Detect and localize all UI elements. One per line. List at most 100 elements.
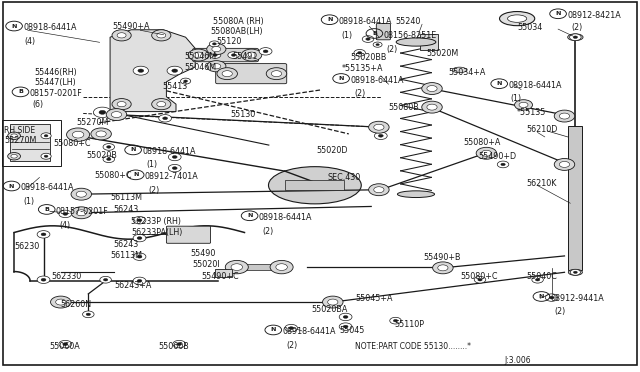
Text: 08918-6441A: 08918-6441A bbox=[350, 76, 404, 85]
Circle shape bbox=[536, 279, 540, 281]
Circle shape bbox=[59, 340, 72, 348]
Text: 56210D: 56210D bbox=[526, 125, 557, 134]
Text: (4): (4) bbox=[59, 221, 70, 230]
Text: 55060A: 55060A bbox=[49, 342, 80, 351]
Circle shape bbox=[137, 219, 142, 222]
Text: (1): (1) bbox=[511, 94, 522, 103]
Circle shape bbox=[37, 276, 50, 283]
Text: 08918-6441A: 08918-6441A bbox=[20, 183, 74, 192]
Circle shape bbox=[168, 164, 181, 172]
Circle shape bbox=[167, 66, 182, 75]
Text: 55034: 55034 bbox=[517, 23, 542, 32]
Circle shape bbox=[103, 144, 115, 150]
Text: 55080+C: 55080+C bbox=[461, 272, 499, 280]
Circle shape bbox=[241, 49, 262, 61]
Text: N: N bbox=[131, 147, 136, 153]
Text: 55034+A: 55034+A bbox=[448, 68, 485, 77]
Text: 55080+A: 55080+A bbox=[463, 138, 500, 147]
Circle shape bbox=[112, 30, 131, 41]
Circle shape bbox=[152, 30, 171, 41]
Text: N: N bbox=[133, 172, 138, 177]
Circle shape bbox=[225, 260, 248, 274]
Text: 08918-6441A: 08918-6441A bbox=[259, 213, 312, 222]
Text: SEC.430: SEC.430 bbox=[328, 173, 361, 182]
Circle shape bbox=[228, 52, 239, 58]
Circle shape bbox=[481, 150, 492, 156]
Text: 08918-6441A: 08918-6441A bbox=[508, 81, 562, 90]
Text: 08918-6441A: 08918-6441A bbox=[339, 17, 392, 26]
Circle shape bbox=[44, 135, 48, 137]
Circle shape bbox=[157, 102, 166, 107]
Circle shape bbox=[37, 231, 50, 238]
Text: N: N bbox=[247, 213, 252, 218]
Circle shape bbox=[270, 260, 293, 274]
Text: 55020BA: 55020BA bbox=[312, 305, 348, 314]
Text: 562330: 562330 bbox=[51, 272, 81, 280]
Text: 55045+A: 55045+A bbox=[356, 294, 394, 303]
Circle shape bbox=[59, 210, 72, 218]
Circle shape bbox=[180, 78, 191, 84]
Text: 55020I: 55020I bbox=[192, 260, 220, 269]
Circle shape bbox=[133, 253, 146, 260]
Circle shape bbox=[173, 340, 186, 348]
Circle shape bbox=[554, 158, 575, 170]
Text: 55060B: 55060B bbox=[158, 342, 189, 351]
Ellipse shape bbox=[568, 34, 583, 41]
Circle shape bbox=[519, 102, 528, 108]
Text: 55020B: 55020B bbox=[86, 151, 117, 160]
Text: (1): (1) bbox=[341, 31, 352, 40]
Circle shape bbox=[549, 296, 554, 299]
Text: 56210K: 56210K bbox=[526, 179, 556, 187]
FancyBboxPatch shape bbox=[376, 23, 390, 40]
Text: 55046M: 55046M bbox=[184, 63, 216, 72]
Text: 55270M: 55270M bbox=[4, 136, 37, 145]
Circle shape bbox=[117, 102, 126, 107]
FancyBboxPatch shape bbox=[193, 48, 259, 62]
Circle shape bbox=[96, 131, 106, 137]
Circle shape bbox=[422, 101, 442, 113]
Text: 55080A (RH): 55080A (RH) bbox=[213, 17, 264, 26]
Text: 08912-8421A: 08912-8421A bbox=[567, 11, 621, 20]
Circle shape bbox=[478, 279, 482, 281]
Text: 56230: 56230 bbox=[14, 242, 39, 251]
Text: B: B bbox=[18, 89, 23, 94]
Text: *55135+A: *55135+A bbox=[342, 64, 383, 73]
Circle shape bbox=[501, 163, 505, 166]
Text: 55020BB: 55020BB bbox=[351, 53, 387, 62]
Text: N: N bbox=[327, 17, 332, 22]
Circle shape bbox=[41, 233, 46, 236]
Text: (2): (2) bbox=[355, 89, 366, 98]
Text: 55040C: 55040C bbox=[526, 272, 557, 280]
Circle shape bbox=[41, 278, 46, 281]
Text: 55490+D: 55490+D bbox=[479, 153, 517, 161]
Circle shape bbox=[157, 33, 166, 38]
Circle shape bbox=[369, 184, 389, 196]
Circle shape bbox=[56, 299, 66, 305]
Text: 55413: 55413 bbox=[162, 82, 187, 91]
Circle shape bbox=[323, 296, 343, 308]
Text: J:3.006: J:3.006 bbox=[504, 356, 531, 365]
Text: N: N bbox=[339, 76, 344, 81]
Text: 55046M: 55046M bbox=[184, 52, 216, 61]
Circle shape bbox=[433, 262, 453, 274]
Text: 56113M: 56113M bbox=[110, 193, 142, 202]
Text: 55270M: 55270M bbox=[77, 118, 109, 126]
Circle shape bbox=[104, 279, 108, 281]
Circle shape bbox=[11, 154, 17, 158]
FancyBboxPatch shape bbox=[215, 269, 232, 277]
Circle shape bbox=[559, 161, 570, 167]
Circle shape bbox=[474, 276, 486, 283]
Circle shape bbox=[163, 117, 168, 120]
Circle shape bbox=[193, 52, 204, 58]
Circle shape bbox=[427, 104, 437, 110]
Circle shape bbox=[133, 277, 146, 285]
Text: 55020M: 55020M bbox=[426, 49, 458, 58]
Circle shape bbox=[107, 158, 111, 160]
Circle shape bbox=[573, 271, 577, 273]
Text: 55020D: 55020D bbox=[317, 146, 348, 155]
Text: N: N bbox=[12, 23, 17, 29]
Circle shape bbox=[172, 155, 177, 158]
Circle shape bbox=[570, 269, 580, 275]
Circle shape bbox=[41, 133, 51, 139]
Circle shape bbox=[207, 61, 226, 72]
